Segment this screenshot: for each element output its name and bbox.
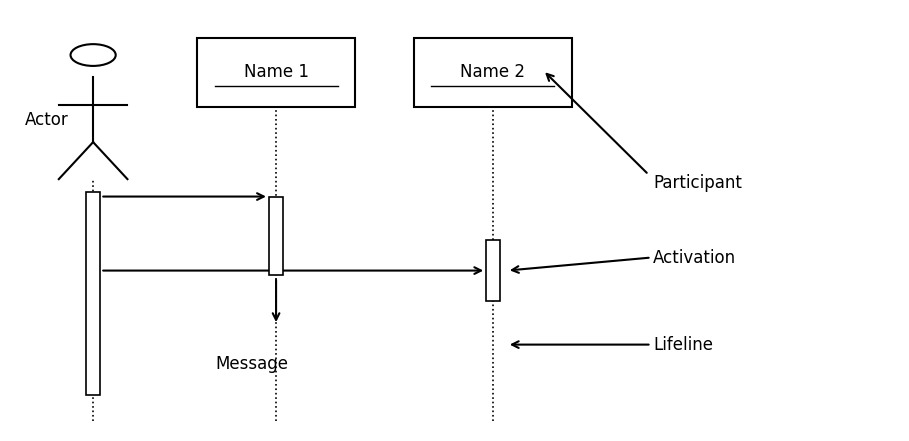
Text: Message: Message bbox=[215, 355, 288, 374]
Bar bbox=[485, 240, 500, 301]
Text: Participant: Participant bbox=[654, 175, 742, 192]
Bar bbox=[414, 37, 572, 107]
Text: Actor: Actor bbox=[25, 111, 69, 129]
Text: Activation: Activation bbox=[654, 249, 736, 266]
Text: Name 2: Name 2 bbox=[460, 64, 525, 82]
Bar bbox=[85, 192, 100, 395]
Bar bbox=[197, 37, 355, 107]
Bar bbox=[269, 197, 284, 275]
Text: Lifeline: Lifeline bbox=[654, 336, 714, 354]
Text: Name 1: Name 1 bbox=[244, 64, 308, 82]
